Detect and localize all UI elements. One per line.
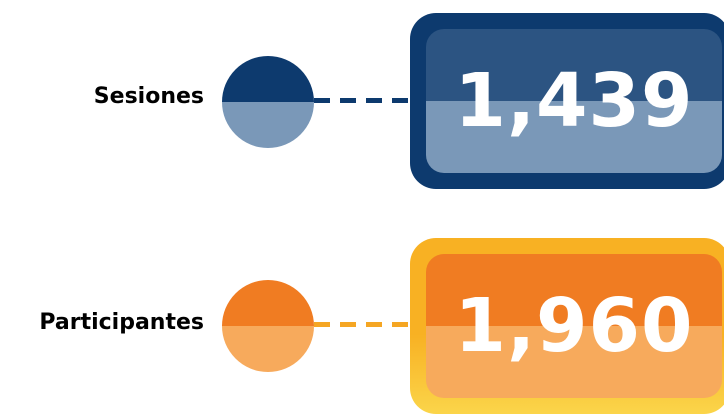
stat-value-sessions: 1,439 [454,58,694,144]
stat-label-sessions: Sesiones [93,84,204,109]
stat-row-participants: Participantes 1,960 [0,238,724,418]
stat-label-participants: Participantes [39,310,204,335]
connector-dash-line [314,322,414,327]
circle-bottom-half [222,326,314,372]
circle-top-half [222,56,314,102]
value-box-inner: 1,960 [426,254,722,398]
circle-top-half [222,280,314,326]
stat-value-participants: 1,960 [454,283,694,369]
value-box-participants: 1,960 [410,238,724,414]
stat-marker-circle [222,280,314,372]
value-box-inner: 1,439 [426,29,722,173]
value-box-sessions: 1,439 [410,13,724,189]
circle-bottom-half [222,102,314,148]
connector-dash-line [314,98,414,103]
stat-marker-circle [222,56,314,148]
stat-row-sessions: Sesiones 1,439 [0,10,724,190]
